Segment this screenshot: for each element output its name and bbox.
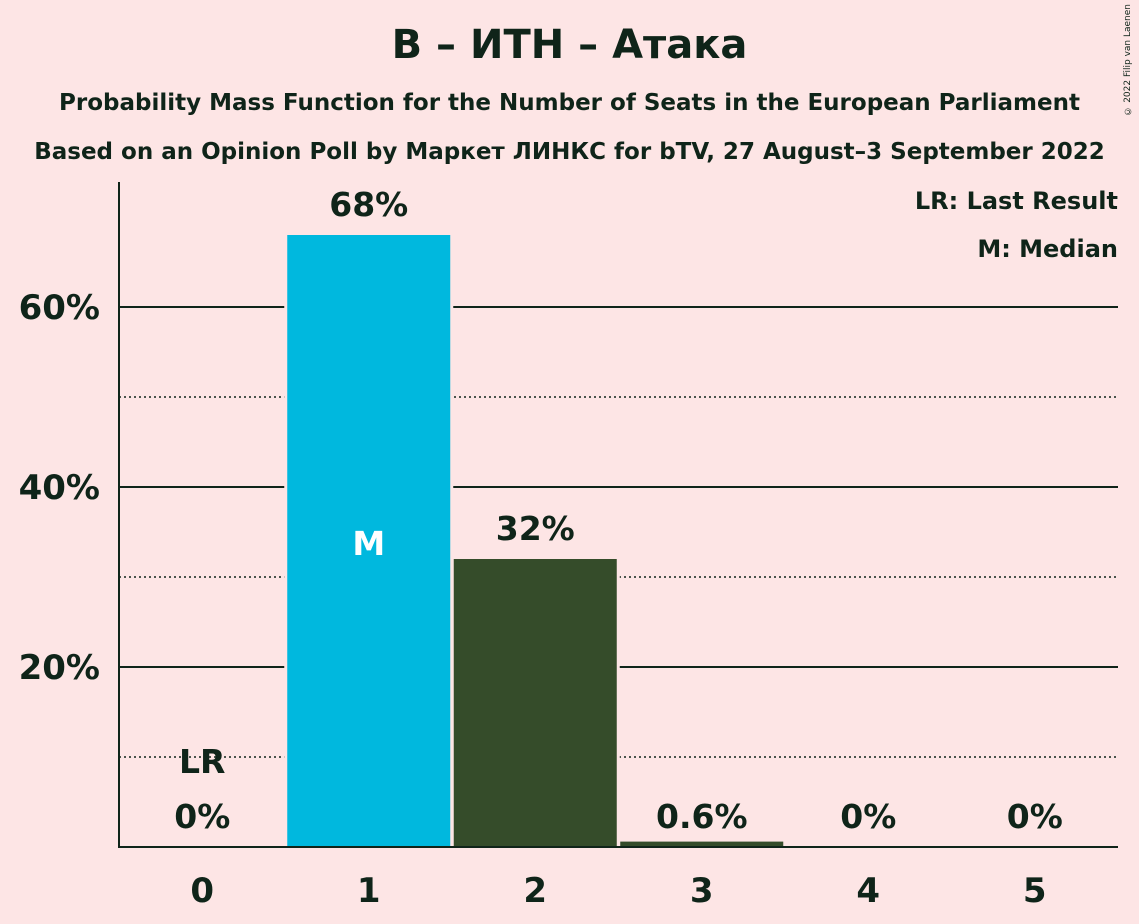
median-marker: M: [352, 524, 385, 563]
data-label: 0.6%: [656, 797, 748, 836]
y-tick-label: 60%: [19, 288, 100, 328]
x-tick-label: 1: [357, 871, 381, 911]
data-label: 0%: [840, 797, 896, 836]
bars: [284, 235, 787, 847]
bar: [287, 235, 451, 847]
legend-last-result: LR: Last Result: [915, 187, 1118, 215]
x-tick-label: 2: [523, 871, 547, 911]
chart-title: В – ИТН – Атака: [391, 22, 748, 68]
x-tick-label: 3: [690, 871, 714, 911]
y-tick-label: 40%: [19, 468, 100, 508]
x-tick-label: 0: [190, 871, 214, 911]
y-tick-label: 20%: [19, 648, 100, 688]
x-tick-label: 5: [1023, 871, 1047, 911]
axes: [118, 182, 1118, 848]
chart-subtitle: Probability Mass Function for the Number…: [59, 90, 1080, 116]
data-label: 68%: [329, 185, 408, 224]
last-result-marker: LR: [179, 742, 225, 781]
bar: [620, 841, 784, 847]
legend-median: M: Median: [977, 235, 1118, 263]
data-label: 32%: [496, 509, 575, 548]
data-label: 0%: [174, 797, 230, 836]
bar: [453, 559, 617, 847]
chart-source: Based on an Opinion Poll by Маркет ЛИНКС…: [34, 139, 1105, 165]
data-label: 0%: [1007, 797, 1063, 836]
x-tick-label: 4: [856, 871, 880, 911]
